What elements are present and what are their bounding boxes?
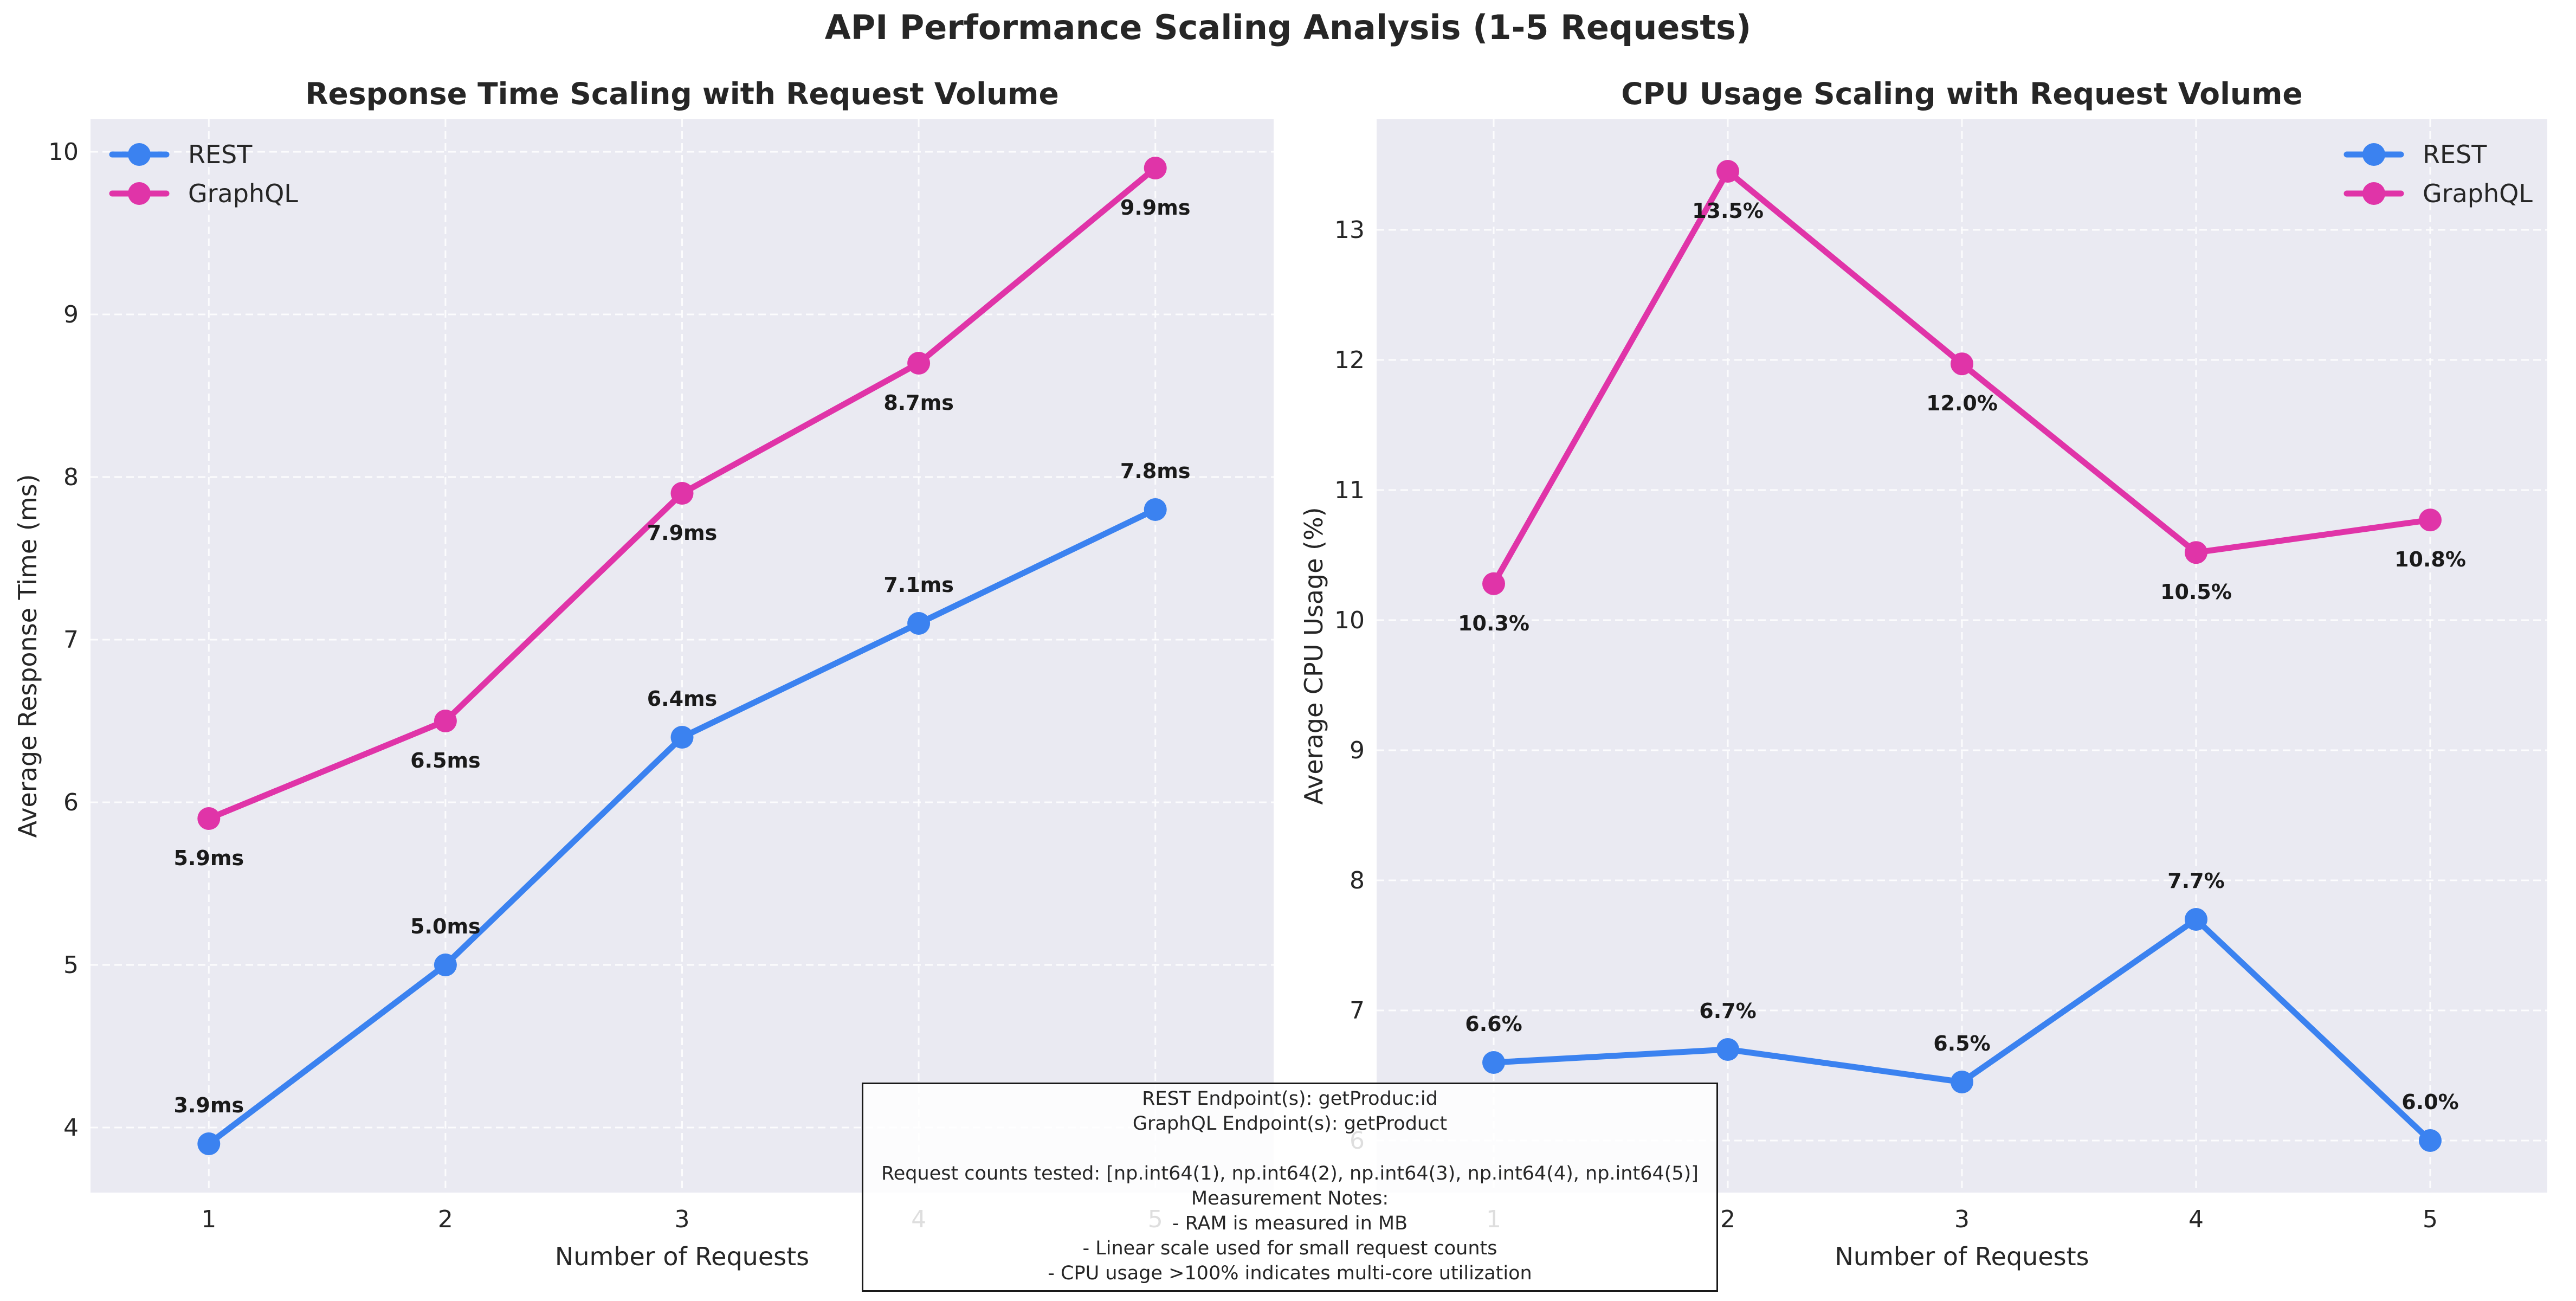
series-rest: 6.6% 6.7% 6.5% 7.7% 6.0% [1465,869,2459,1152]
y-tick-label: 13 [1334,216,1365,244]
series-graphql: 10.3% 13.5% 12.0% 10.5% 10.8% [1458,160,2466,635]
y-tick-label: 7 [1350,997,1365,1025]
legend-marker [2362,182,2385,205]
series-graphql: 5.9ms 6.5ms 7.9ms 8.7ms 9.9ms [174,157,1191,870]
notes-line: Request counts tested: [np.int64(1), np.… [881,1163,1699,1184]
data-label: 6.5ms [410,749,481,772]
y-tick-label: 4 [63,1114,79,1142]
legend-label: REST [188,140,253,169]
data-label: 13.5% [1692,199,1764,223]
x-tick-label: 3 [675,1206,690,1233]
y-tick-label: 6 [63,789,79,816]
y-tick-label: 9 [1350,737,1365,764]
data-label: 3.9ms [174,1093,244,1117]
data-label: 7.9ms [647,521,718,545]
notes-line: - Linear scale used for small request co… [1082,1238,1497,1259]
data-point [1144,498,1167,521]
data-label: 10.8% [2394,548,2466,571]
data-label: 6.0% [2401,1090,2458,1114]
x-tick-label: 5 [2423,1206,2438,1233]
data-label: 6.5% [1933,1032,1990,1055]
y-tick-label: 9 [63,301,79,329]
chart-1: 4567891012345Response Time Scaling with … [13,76,1274,1271]
chart-2: 67891011121312345CPU Usage Scaling with … [1299,76,2547,1271]
y-tick-label: 12 [1334,346,1365,374]
data-point [1482,1051,1505,1074]
y-tick-label: 10 [48,138,79,166]
legend-label: GraphQL [188,179,298,208]
y-tick-label: 8 [1350,867,1365,894]
legend-label: GraphQL [2423,179,2533,208]
data-point [2419,508,2442,532]
notes-line: REST Endpoint(s): getProduc:id [1142,1088,1438,1110]
data-label: 6.4ms [647,687,718,711]
notes-line: - RAM is measured in MB [1172,1213,1408,1234]
notes-line: Measurement Notes: [1191,1188,1389,1209]
data-label: 6.7% [1699,999,1756,1023]
chart-title: CPU Usage Scaling with Request Volume [1621,76,2302,111]
data-point [1716,160,1739,183]
legend: REST GraphQL [2343,140,2533,208]
data-point [197,1132,221,1155]
x-tick-label: 4 [2188,1206,2204,1233]
data-point [1482,572,1505,595]
data-point [670,482,694,505]
data-label: 5.9ms [174,846,244,870]
x-axis-label: Number of Requests [1835,1242,2089,1271]
data-point [1144,157,1167,179]
data-point [197,807,221,830]
data-point [907,612,931,635]
chart-title: Response Time Scaling with Request Volum… [305,76,1059,111]
y-tick-label: 8 [63,463,79,491]
data-label: 8.7ms [883,391,954,415]
figure-title: API Performance Scaling Analysis (1-5 Re… [824,8,1752,47]
y-axis-label: Average CPU Usage (%) [1299,507,1328,804]
notes-line [863,1136,1716,1161]
data-point [1716,1038,1739,1061]
data-label: 5.0ms [410,914,481,938]
data-point [670,726,694,749]
x-tick-label: 2 [1720,1206,1735,1233]
x-tick-label: 3 [1954,1206,1970,1233]
data-label: 10.5% [2160,580,2232,604]
data-label: 6.6% [1465,1012,1522,1036]
measurement-notes-box: REST Endpoint(s): getProduc:id GraphQL En… [862,1083,1718,1292]
data-label: 7.7% [2167,869,2224,893]
series-rest: 3.9ms 5.0ms 6.4ms 7.1ms 7.8ms [174,459,1191,1155]
legend-marker [128,143,151,166]
legend-marker [2362,143,2385,166]
x-tick-label: 2 [438,1206,453,1233]
data-point [2419,1129,2442,1152]
notes-line: - CPU usage >100% indicates multi-core u… [1048,1263,1532,1284]
notes-line: GraphQL Endpoint(s): getProduct [1132,1113,1448,1135]
legend-marker [128,182,151,205]
data-point [1951,352,1973,376]
y-axis-label: Average Response Time (ms) [13,474,42,838]
data-label: 10.3% [1458,611,1529,635]
legend: REST GraphQL [109,140,298,208]
data-label: 7.8ms [1120,459,1191,483]
y-tick-label: 11 [1334,476,1365,504]
data-point [434,954,457,976]
x-tick-label: 1 [201,1206,216,1233]
y-tick-label: 5 [63,951,79,979]
y-tick-label: 7 [63,626,79,654]
data-point [907,352,931,375]
data-label: 7.1ms [883,573,954,597]
data-point [2185,541,2207,564]
y-tick-label: 10 [1334,607,1365,634]
legend-label: REST [2423,140,2487,169]
data-point [2185,908,2207,931]
data-label: 12.0% [1926,391,1998,415]
data-point [1951,1071,1973,1093]
x-axis-label: Number of Requests [555,1242,809,1271]
data-point [434,710,457,732]
data-label: 9.9ms [1120,196,1191,220]
